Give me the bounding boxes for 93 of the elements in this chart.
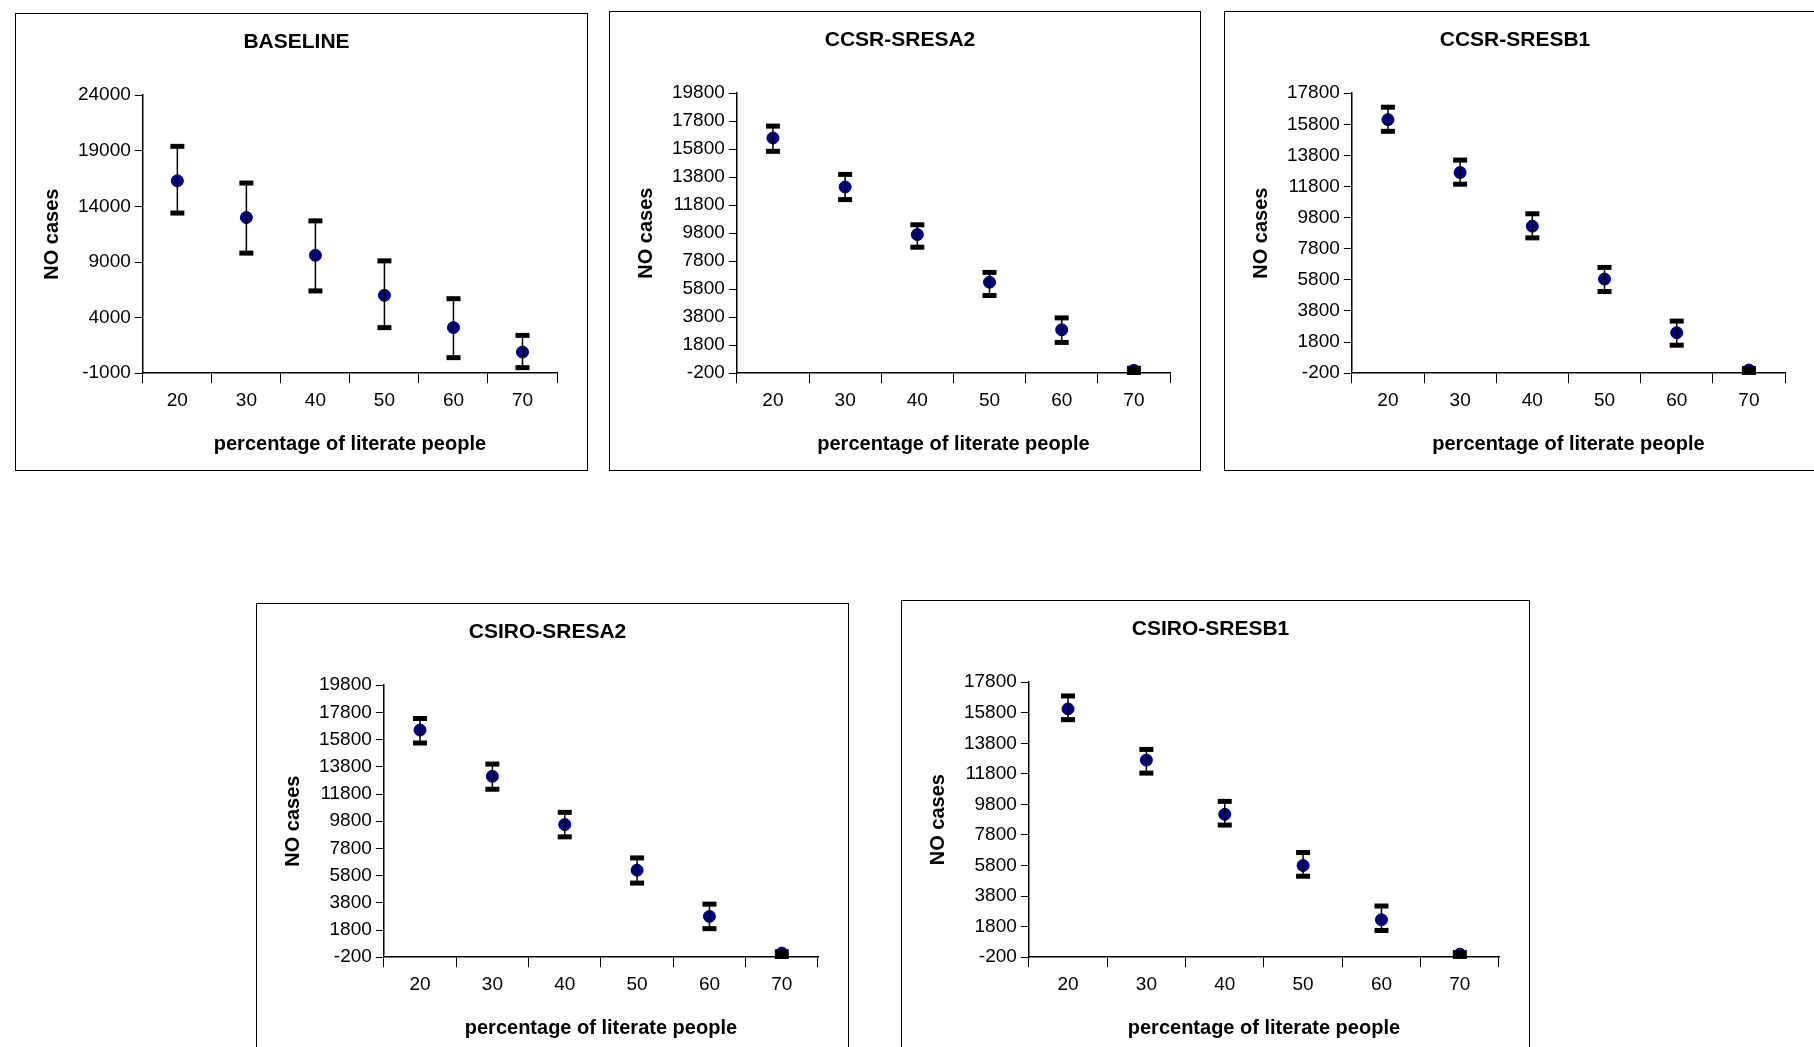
y-tick-label: 7800 [329, 836, 372, 858]
y-tick-label: 24000 [77, 83, 131, 105]
y-tick-label: 15800 [963, 700, 1017, 722]
y-tick-label: 5800 [682, 277, 725, 299]
x-tick-label: 20 [1377, 388, 1399, 410]
y-tick-label: -200 [978, 945, 1017, 967]
x-tick-label: 20 [762, 388, 784, 410]
y-tick-label: 9000 [88, 250, 131, 272]
x-tick-label: 60 [1051, 388, 1073, 410]
x-tick-label: 40 [304, 388, 326, 410]
y-tick-label: 3800 [329, 891, 372, 913]
y-tick-label: 7800 [974, 823, 1017, 845]
x-tick-label: 50 [1593, 388, 1616, 410]
x-tick-label: 70 [1123, 388, 1145, 410]
x-tick-label: 70 [511, 388, 534, 410]
x-tick-label: 40 [1521, 388, 1543, 410]
y-tick-label: 7800 [1297, 236, 1340, 258]
y-tick-label: 19800 [318, 673, 372, 695]
x-tick-label: 30 [1449, 388, 1471, 410]
chart-title: CCSR-SRESB1 [1439, 27, 1591, 51]
y-tick-label: 13800 [671, 165, 725, 187]
y-tick-label: -200 [333, 945, 372, 967]
y-tick-label: 1800 [1297, 330, 1340, 352]
x-tick-label: 50 [1292, 972, 1314, 994]
y-tick-label: 17800 [671, 109, 725, 131]
y-tick-label: 1800 [974, 914, 1017, 936]
y-tick-label: 19800 [671, 81, 725, 103]
y-tick-label: 3800 [1297, 299, 1340, 321]
y-tick-label: 11800 [320, 782, 372, 804]
y-tick-label: 15800 [318, 727, 372, 749]
x-axis-title: percentage of literate people [817, 431, 1090, 454]
y-tick-label: 19000 [77, 139, 131, 161]
x-tick-label: 60 [698, 972, 721, 994]
y-tick-label: 7800 [682, 249, 725, 271]
y-tick-label: 17800 [1286, 81, 1340, 103]
y-tick-label: 3800 [974, 884, 1017, 906]
y-tick-label: 1800 [329, 918, 372, 940]
chart-title: BASELINE [243, 29, 350, 53]
y-tick-label: 5800 [974, 853, 1017, 875]
y-tick-label: 17800 [963, 670, 1017, 692]
x-tick-label: 50 [626, 972, 648, 994]
x-tick-label: 30 [235, 388, 257, 410]
y-axis-title: NO cases [1248, 187, 1271, 279]
y-tick-label: 9800 [329, 809, 372, 831]
x-tick-label: 70 [771, 972, 793, 994]
y-tick-label: 13800 [1286, 143, 1340, 165]
y-tick-label: 11800 [1288, 174, 1340, 196]
x-tick-label: 30 [481, 972, 503, 994]
x-tick-label: 50 [978, 388, 1001, 410]
y-tick-label: 5800 [1297, 268, 1340, 290]
chart-title: CSIRO-SRESB1 [1131, 616, 1290, 640]
y-tick-label: 9800 [1297, 205, 1340, 227]
x-tick-label: 40 [554, 972, 576, 994]
y-tick-label: 4000 [88, 305, 131, 327]
x-tick-label: 20 [409, 972, 431, 994]
x-tick-label: 60 [1666, 388, 1688, 410]
x-tick-label: 30 [834, 388, 856, 410]
y-tick-label: 11800 [673, 193, 725, 215]
y-tick-label: -200 [686, 361, 725, 383]
y-tick-label: -1000 [82, 361, 131, 383]
y-axis-title: NO cases [39, 188, 62, 280]
x-tick-label: 40 [906, 388, 928, 410]
x-tick-label: 30 [1135, 972, 1157, 994]
x-axis-title: percentage of literate people [1127, 1015, 1401, 1038]
y-tick-label: 15800 [671, 137, 725, 159]
y-tick-label: 9800 [974, 792, 1017, 814]
y-tick-label: 17800 [318, 700, 372, 722]
x-tick-label: 50 [373, 388, 395, 410]
y-tick-label: 1800 [682, 333, 725, 355]
y-tick-label: 15800 [1286, 112, 1340, 134]
x-tick-label: 20 [166, 388, 188, 410]
y-tick-label: 5800 [329, 863, 372, 885]
y-axis-title: NO cases [280, 775, 303, 867]
y-tick-label: 3800 [682, 305, 725, 327]
y-tick-label: 13800 [318, 755, 372, 777]
y-axis-title: NO cases [925, 774, 948, 866]
x-tick-label: 40 [1214, 972, 1236, 994]
x-tick-label: 60 [1370, 972, 1393, 994]
x-axis-title: percentage of literate people [464, 1015, 738, 1038]
y-tick-label: 11800 [965, 762, 1017, 784]
y-tick-label: 9800 [682, 221, 725, 243]
y-axis-title: NO cases [633, 187, 656, 279]
x-tick-label: 60 [442, 388, 465, 410]
x-tick-label: 70 [1449, 972, 1471, 994]
chart-title: CSIRO-SRESA2 [468, 619, 627, 643]
x-axis-title: percentage of literate people [1432, 431, 1705, 454]
y-tick-label: 14000 [77, 194, 131, 216]
x-tick-label: 20 [1057, 972, 1079, 994]
chart-title: CCSR-SRESA2 [824, 27, 976, 51]
x-tick-label: 70 [1738, 388, 1760, 410]
x-axis-title: percentage of literate people [213, 431, 487, 454]
y-tick-label: 13800 [963, 731, 1017, 753]
y-tick-label: -200 [1301, 361, 1340, 383]
